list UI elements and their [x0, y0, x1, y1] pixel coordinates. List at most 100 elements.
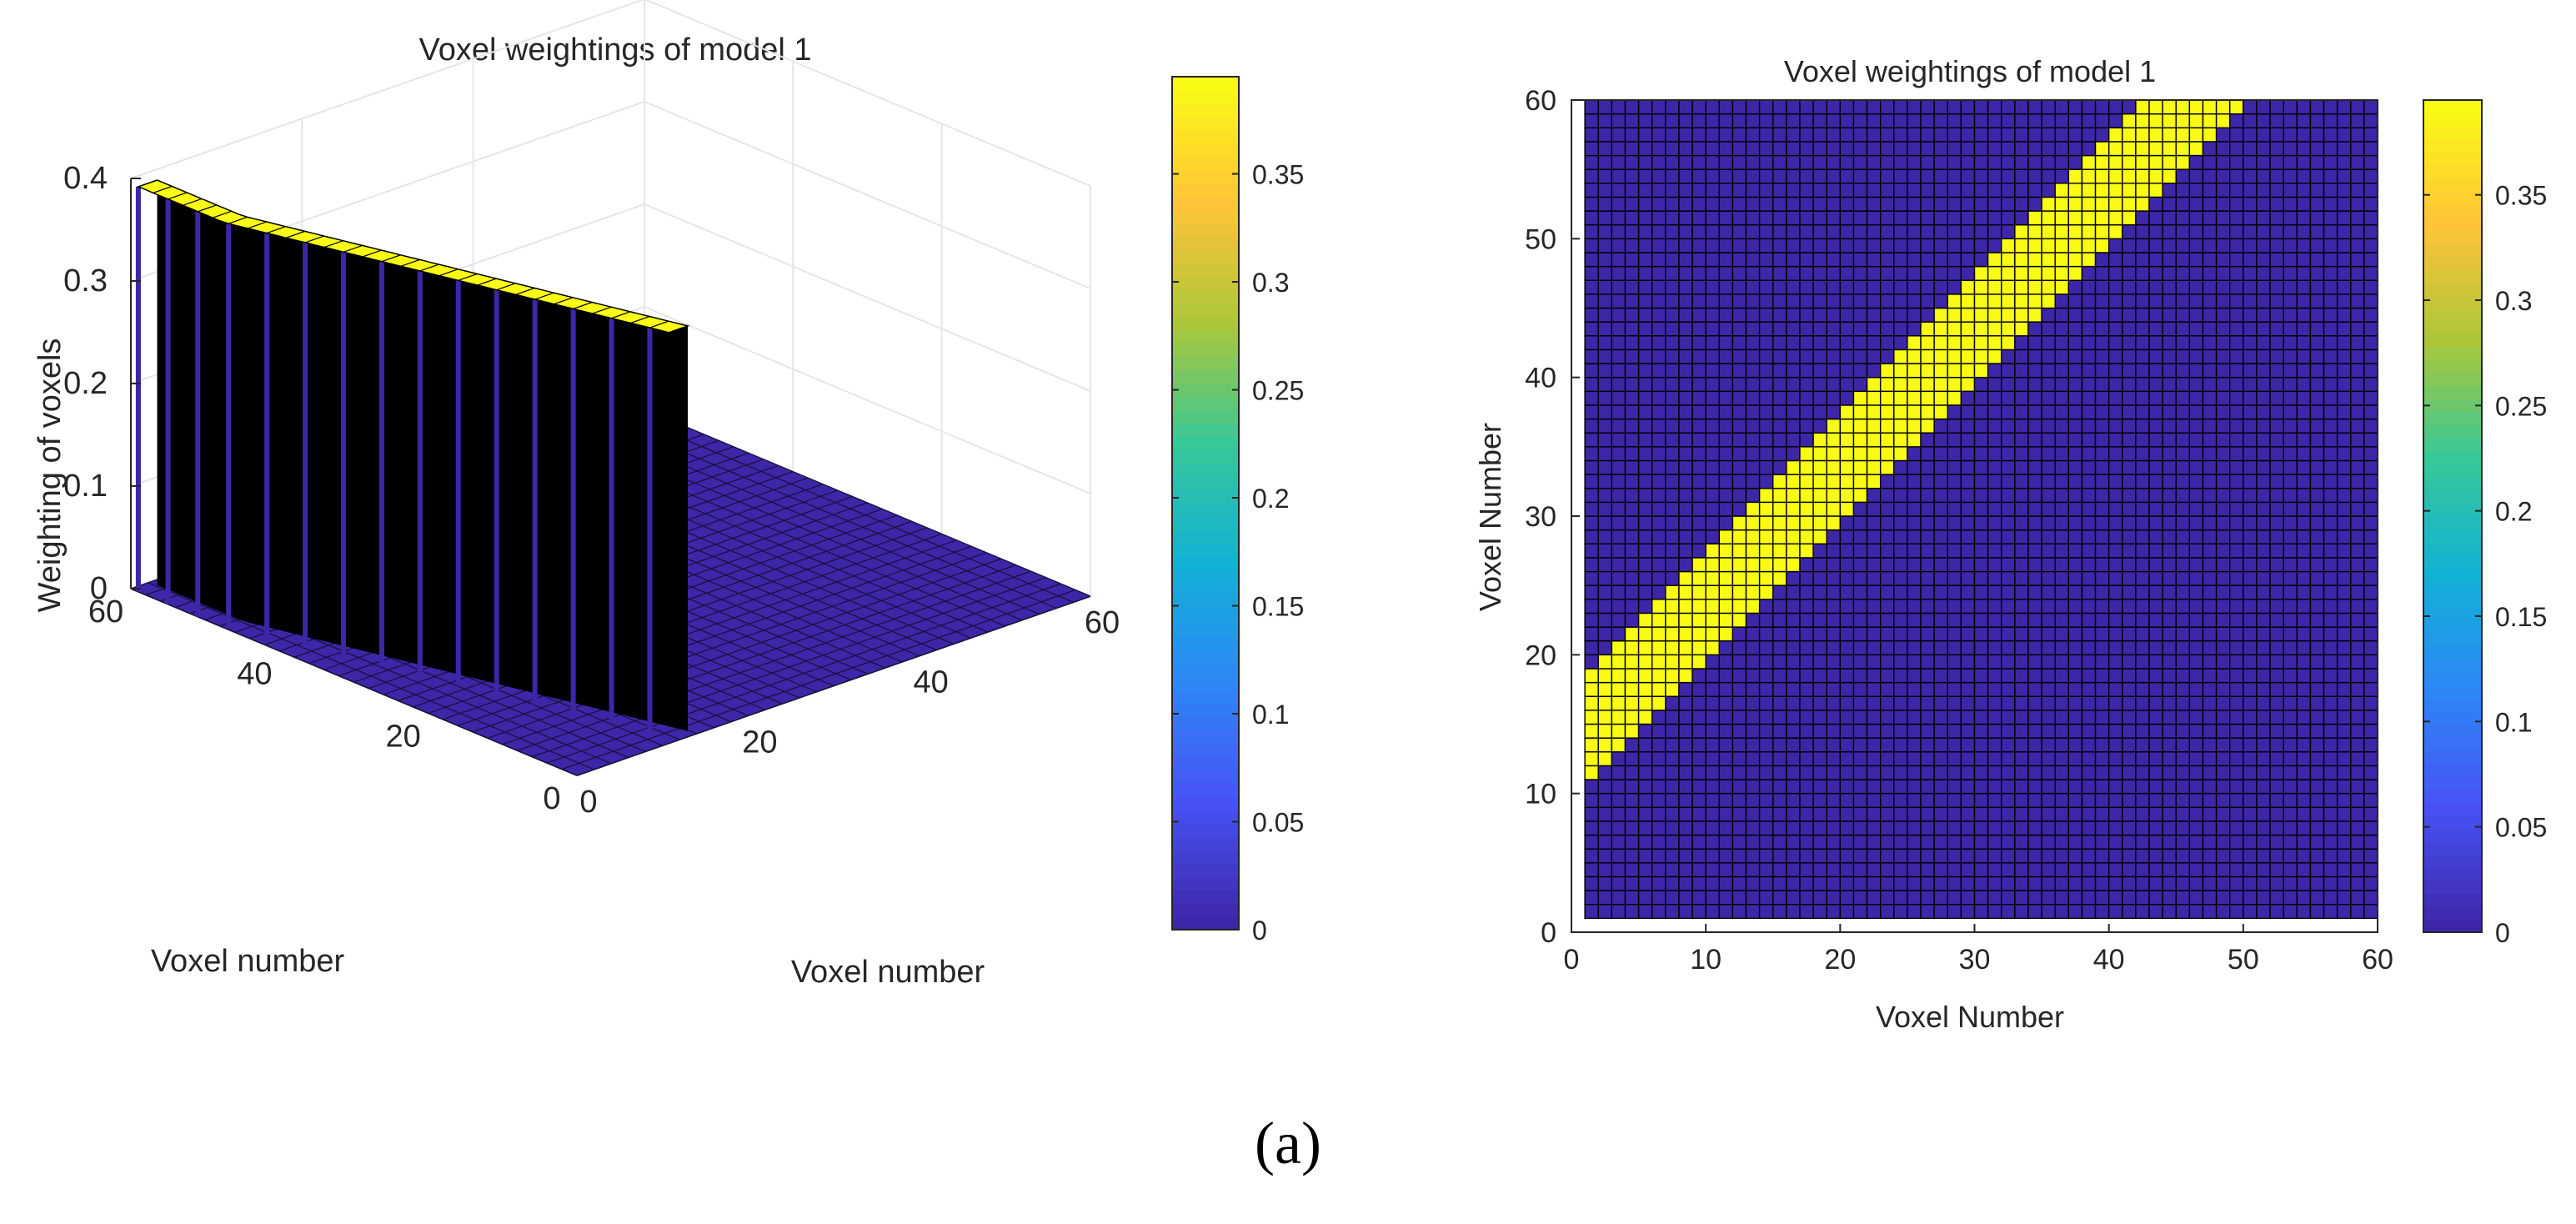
heatmap-cell-low	[1651, 862, 1666, 878]
right-colorbar-tick-label: 0.2	[2495, 497, 2532, 527]
heatmap-cell-high	[2054, 196, 2070, 212]
heatmap-cell-low	[1907, 862, 1922, 878]
heatmap-cell-low	[2323, 432, 2338, 448]
heatmap-cell-low	[1651, 737, 1666, 753]
heatmap-cell-low	[2162, 501, 2177, 517]
heatmap-cell-low	[1920, 710, 1935, 725]
heatmap-cell-low	[1758, 862, 1774, 878]
heatmap-cell-low	[2243, 293, 2258, 309]
heatmap-cell-low	[2107, 612, 2123, 628]
heatmap-cell-low	[2041, 168, 2056, 184]
right-colorbar-segment	[2423, 880, 2482, 894]
heatmap-cell-low	[1893, 154, 1908, 170]
heatmap-cell-low	[1933, 168, 1948, 184]
heatmap-cell-low	[1960, 99, 1976, 115]
heatmap-cell-low	[2243, 252, 2258, 268]
heatmap-cell-low	[2094, 723, 2110, 739]
heatmap-cell-low	[1973, 390, 1989, 406]
heatmap-cell-low	[2014, 390, 2029, 406]
heatmap-cell-low	[2054, 779, 2070, 795]
heatmap-cell-low	[1839, 224, 1855, 240]
heatmap-cell-low	[2269, 141, 2284, 157]
heatmap-cell-low	[2323, 418, 2338, 434]
heatmap-cell-high	[1691, 612, 1706, 628]
heatmap-cell-low	[1866, 154, 1882, 170]
heatmap-cell-low	[2188, 584, 2204, 600]
heatmap-cell-low	[2014, 404, 2029, 420]
heatmap-cell-low	[2054, 418, 2070, 434]
heatmap-cell-low	[1745, 418, 1761, 434]
left-colorbar-segment	[1172, 423, 1239, 438]
heatmap-cell-low	[1584, 890, 1599, 905]
heatmap-cell-low	[2175, 515, 2191, 531]
heatmap-cell-low	[1947, 141, 1962, 157]
heatmap-cell-low	[1705, 668, 1720, 684]
heatmap-cell-low	[2067, 488, 2083, 504]
heatmap-cell-low	[2202, 349, 2218, 364]
heatmap-cell-low	[1705, 875, 1720, 891]
heatmap-cell-high	[2027, 210, 2042, 226]
heatmap-cell-high	[2135, 141, 2150, 157]
heatmap-cell-low	[1987, 183, 2002, 198]
heatmap-cell-low	[2202, 557, 2218, 573]
heatmap-cell-low	[2027, 321, 2042, 337]
heatmap-cell-low	[1960, 557, 1976, 573]
heatmap-cell-low	[2269, 599, 2284, 615]
heatmap-cell-low	[1987, 890, 2002, 905]
heatmap-cell-low	[1866, 501, 1882, 517]
heatmap-cell-low	[2041, 446, 2056, 462]
heatmap-cell-low	[1732, 792, 1747, 808]
heatmap-cell-low	[1812, 640, 1827, 656]
heatmap-cell-low	[2323, 765, 2338, 780]
heatmap-cell-low	[1973, 183, 1989, 198]
heatmap-cell-low	[1758, 99, 1774, 115]
heatmap-cell-low	[2202, 238, 2218, 253]
heatmap-cell-low	[2122, 710, 2137, 725]
heatmap-cell-low	[1826, 224, 1842, 240]
heatmap-cell-low	[2296, 488, 2312, 504]
heatmap-cell-low	[1624, 875, 1640, 891]
heatmap-cell-low	[1839, 390, 1855, 406]
heatmap-cell-low	[1839, 695, 1855, 711]
heatmap-cell-low	[1826, 238, 1842, 253]
heatmap-cell-low	[1772, 875, 1787, 891]
heatmap-cell-low	[1879, 570, 1895, 586]
heatmap-cell-low	[1584, 432, 1599, 448]
heatmap-cell-low	[1745, 765, 1761, 780]
heatmap-cell-low	[1624, 141, 1640, 157]
heatmap-cell-low	[1651, 252, 1666, 268]
heatmap-cell-low	[1839, 570, 1855, 586]
heatmap-cell-low	[1960, 168, 1976, 184]
heatmap-cell-low	[1866, 875, 1882, 891]
heatmap-cell-high	[1732, 599, 1747, 615]
heatmap-cell-low	[2256, 557, 2271, 573]
heatmap-cell-low	[1920, 488, 1935, 504]
heatmap-cell-low	[1786, 404, 1801, 420]
heatmap-cell-low	[2041, 335, 2056, 351]
heatmap-cell-low	[1812, 390, 1827, 406]
heatmap-cell-low	[2054, 390, 2070, 406]
heatmap-cell-low	[2296, 141, 2312, 157]
heatmap-cell-low	[2283, 99, 2298, 115]
heatmap-cell-low	[2256, 640, 2271, 656]
heatmap-cell-low	[2135, 446, 2150, 462]
heatmap-cell-low	[2122, 723, 2137, 739]
heatmap-cell-low	[2269, 710, 2284, 725]
heatmap-cell-low	[2283, 349, 2298, 364]
heatmap-cell-low	[1879, 640, 1895, 656]
heatmap-cell-low	[1786, 792, 1801, 808]
heatmap-cell-low	[2296, 99, 2312, 115]
heatmap-cell-low	[2363, 557, 2378, 573]
heatmap-cell-low	[1907, 695, 1922, 711]
left-colorbar-segment	[1172, 836, 1239, 850]
heatmap-cell-low	[1705, 349, 1720, 364]
heatmap-cell-low	[2175, 806, 2191, 822]
heatmap-cell-low	[1839, 904, 1855, 920]
heatmap-cell-low	[1933, 238, 1948, 253]
heatmap-cell-high	[1973, 321, 1989, 337]
heatmap-cell-low	[2001, 488, 2016, 504]
heatmap-cell-low	[2027, 363, 2042, 379]
heatmap-cell-low	[1933, 293, 1948, 309]
heatmap-cell-low	[2041, 875, 2056, 891]
heatmap-cell-low	[1758, 418, 1774, 434]
